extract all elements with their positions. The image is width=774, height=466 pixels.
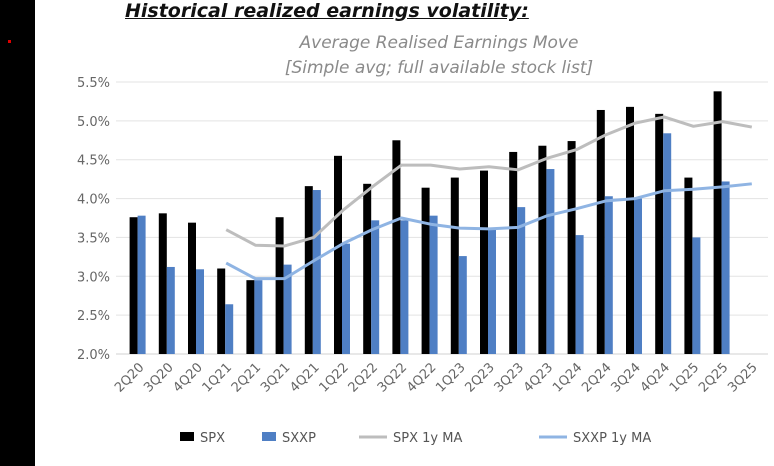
bar-sxxp	[546, 169, 555, 354]
bar-spx	[684, 177, 693, 354]
x-tick-label: 2Q21	[229, 360, 264, 395]
bar-sxxp	[575, 235, 584, 354]
black-side-strip	[0, 0, 35, 466]
line-spx-1y-ma	[225, 115, 753, 248]
x-tick-label: 2Q22	[346, 360, 381, 395]
x-tick-label: 3Q24	[608, 360, 643, 395]
bar-spx	[158, 213, 167, 354]
bar-sxxp	[312, 190, 321, 354]
bar-spx	[246, 280, 255, 354]
x-tick-label: 4Q22	[404, 360, 439, 395]
line-sxxp-1y-ma	[225, 182, 752, 281]
x-tick-label: 2Q20	[112, 360, 147, 395]
red-dot	[8, 40, 11, 43]
legend-label: SXXP 1y MA	[573, 431, 651, 446]
x-tick-label: 4Q23	[521, 360, 556, 395]
bar-sxxp	[429, 215, 438, 354]
bar-sxxp	[488, 228, 496, 354]
x-tick-label: 3Q25	[725, 360, 760, 395]
x-tick-label: 1Q22	[316, 360, 351, 395]
bar-spx	[567, 141, 576, 354]
bar-spx	[480, 170, 488, 354]
bar-sxxp	[254, 280, 263, 354]
bar-spx	[626, 106, 634, 355]
y-tick-label: 2.5%	[77, 309, 110, 324]
x-tick-label: 3Q23	[492, 360, 527, 395]
bar-spx	[275, 217, 284, 354]
bar-spx	[450, 177, 459, 354]
bar-sxxp	[517, 207, 526, 354]
bar-sxxp	[692, 237, 701, 354]
bar-spx	[129, 217, 138, 354]
x-tick-label: 1Q25	[667, 360, 702, 395]
chart-title: Historical realized earnings volatility:	[125, 0, 529, 22]
bar-spx	[596, 109, 605, 354]
legend-label: SPX	[200, 431, 225, 446]
bar-sxxp	[342, 243, 350, 354]
x-tick-label: 2Q25	[696, 360, 731, 395]
bar-sxxp	[283, 264, 292, 354]
y-tick-label: 5.5%	[77, 76, 110, 91]
bar-sxxp	[604, 196, 613, 354]
bar-sxxp	[458, 256, 467, 354]
x-tick-label: 1Q23	[433, 360, 468, 395]
x-tick-label: 3Q20	[141, 360, 176, 395]
x-tick-label: 2Q23	[462, 360, 497, 395]
bar-sxxp	[225, 304, 234, 354]
y-tick-label: 2.0%	[77, 348, 110, 363]
bar-spx	[217, 268, 226, 354]
bar-sxxp	[137, 215, 146, 354]
bar-sxxp	[721, 181, 730, 354]
bar-spx	[363, 183, 372, 354]
y-tick-label: 4.5%	[77, 154, 110, 169]
x-tick-label: 4Q20	[170, 360, 205, 395]
x-tick-label: 3Q21	[258, 360, 293, 395]
bar-sxxp	[166, 266, 175, 354]
x-tick-label: 3Q22	[375, 360, 410, 395]
bar-spx	[538, 145, 547, 354]
bar-spx	[188, 222, 196, 354]
x-tick-label: 1Q24	[550, 360, 585, 395]
chart-subtitle-2: [Simple avg; full available stock list]	[284, 58, 594, 78]
bar-spx	[509, 151, 518, 354]
y-tick-label: 3.0%	[77, 270, 110, 285]
bar-spx	[334, 155, 342, 354]
bar-spx	[392, 140, 401, 354]
bar-spx	[304, 186, 313, 354]
bar-sxxp	[400, 220, 409, 354]
x-tick-label: 4Q24	[638, 360, 673, 395]
legend-label: SPX 1y MA	[393, 431, 462, 446]
bar-sxxp	[196, 269, 204, 354]
bar-spx	[421, 187, 430, 354]
bar-sxxp	[371, 220, 380, 354]
y-tick-label: 4.0%	[77, 193, 110, 208]
legend-swatch	[180, 432, 194, 441]
bar-spx	[655, 113, 664, 354]
legend-label: SXXP	[282, 431, 316, 446]
y-tick-label: 5.0%	[77, 115, 110, 130]
bar-sxxp	[634, 198, 642, 354]
legend-swatch	[262, 432, 276, 441]
bar-spx	[713, 91, 722, 354]
x-tick-label: 4Q21	[287, 360, 322, 395]
chart-subtitle-1: Average Realised Earnings Move	[299, 33, 579, 53]
y-tick-label: 3.5%	[77, 231, 110, 246]
x-tick-label: 2Q24	[579, 360, 614, 395]
bar-sxxp	[663, 133, 672, 354]
x-tick-label: 1Q21	[200, 360, 235, 395]
